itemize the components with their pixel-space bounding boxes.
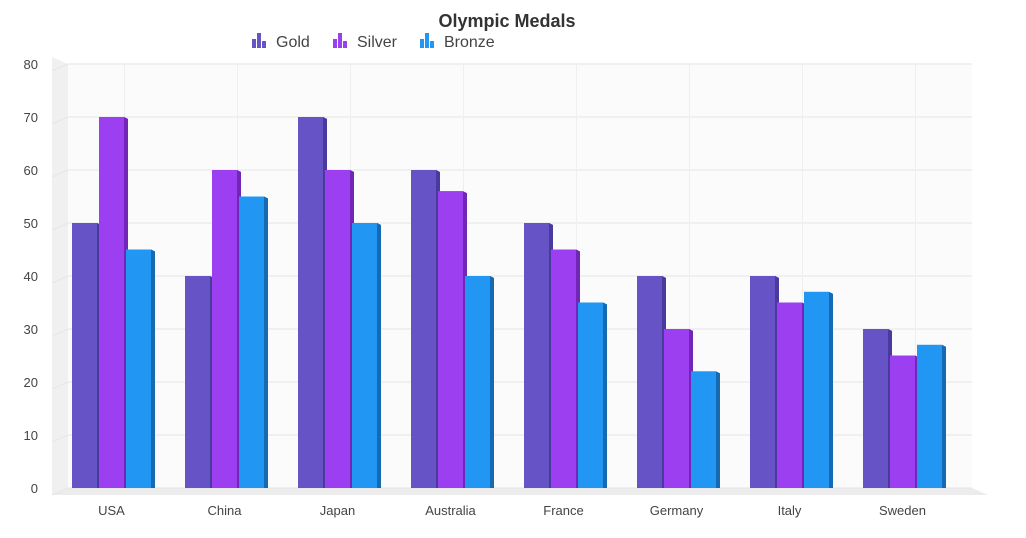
bar (126, 249, 155, 488)
bar (777, 302, 806, 488)
bar-front (212, 170, 237, 488)
y-axis: 0 10 20 30 40 50 60 70 80 (24, 57, 38, 496)
chart-title: Olympic Medals (438, 11, 575, 31)
bar-side (942, 344, 946, 488)
bar-side (264, 196, 268, 488)
gridline-side (51, 63, 69, 72)
bar-front (298, 117, 323, 488)
bar (524, 223, 553, 488)
gridline-side (51, 328, 69, 337)
bar (863, 329, 892, 488)
bar-front (917, 344, 942, 488)
bar-front (411, 170, 436, 488)
bar-front (750, 276, 775, 488)
bar-chart-icon (333, 33, 347, 48)
legend-label: Silver (357, 34, 398, 51)
bar-side (151, 249, 155, 488)
bar (917, 344, 946, 488)
bar (578, 302, 607, 488)
legend-label: Bronze (444, 34, 495, 51)
bar-front (637, 276, 662, 488)
gridline-side (51, 116, 69, 125)
bar (637, 276, 666, 488)
x-tick-label: Japan (320, 503, 355, 518)
bar-front (99, 117, 124, 488)
bar-front (438, 191, 463, 488)
y-tick-label: 10 (24, 428, 38, 443)
bar-front (465, 276, 490, 488)
bar (465, 276, 494, 488)
bar-front (664, 329, 689, 488)
y-tick-label: 80 (24, 57, 38, 72)
bar-front (691, 371, 716, 488)
bar-front (239, 196, 264, 488)
bar-front (578, 302, 603, 488)
gridline-side (51, 222, 69, 231)
bar (72, 223, 101, 488)
bar (411, 170, 440, 488)
bar-front (126, 249, 151, 488)
gridline-side (51, 169, 69, 178)
bar-side (603, 302, 607, 488)
bar-front (777, 302, 802, 488)
legend-item[interactable]: Silver (333, 33, 398, 51)
y-tick-label: 50 (24, 216, 38, 231)
bar (664, 329, 693, 488)
x-tick-label: France (543, 503, 583, 518)
y-tick-label: 30 (24, 322, 38, 337)
bar-chart-icon (420, 33, 434, 48)
side-wall (52, 57, 68, 495)
bar-chart-icon (252, 33, 266, 48)
bar-front (325, 170, 350, 488)
x-tick-label: USA (98, 503, 125, 518)
bar (352, 223, 381, 488)
bar-side (829, 291, 833, 488)
legend-label: Gold (276, 34, 310, 51)
bar-side (490, 276, 494, 488)
legend: Gold Silver Bronze (252, 33, 495, 51)
y-tick-label: 40 (24, 269, 38, 284)
y-tick-label: 20 (24, 375, 38, 390)
x-tick-label: Sweden (879, 503, 926, 518)
bar (551, 249, 580, 488)
gridline-side (51, 434, 69, 443)
bar-front (72, 223, 97, 488)
bar-side (716, 371, 720, 488)
bar-front (863, 329, 888, 488)
bar (325, 170, 354, 488)
x-axis: USA China Japan Australia France Germany Italy… (98, 503, 926, 518)
bar-front (524, 223, 549, 488)
bar (239, 196, 268, 488)
legend-item[interactable]: Gold (252, 33, 310, 51)
x-tick-label: Italy (778, 503, 802, 518)
bar (438, 191, 467, 488)
bar (185, 276, 214, 488)
gridline-side (51, 487, 69, 496)
y-tick-label: 60 (24, 163, 38, 178)
gridline-side (51, 381, 69, 390)
bar-front (551, 249, 576, 488)
bar-series (72, 117, 946, 488)
x-tick-label: China (208, 503, 243, 518)
bar (750, 276, 779, 488)
bar-front (185, 276, 210, 488)
bar (99, 117, 128, 488)
bar (691, 371, 720, 488)
bar (890, 355, 919, 488)
y-tick-label: 0 (31, 481, 38, 496)
bar (804, 291, 833, 488)
y-tick-label: 70 (24, 110, 38, 125)
bar (212, 170, 241, 488)
floor (52, 488, 988, 495)
bar (298, 117, 327, 488)
x-tick-label: Germany (650, 503, 704, 518)
bar-front (352, 223, 377, 488)
legend-item[interactable]: Bronze (420, 33, 495, 51)
gridline-side (51, 275, 69, 284)
bar-front (890, 355, 915, 488)
x-tick-label: Australia (425, 503, 476, 518)
bar-front (804, 291, 829, 488)
bar-side (377, 223, 381, 488)
